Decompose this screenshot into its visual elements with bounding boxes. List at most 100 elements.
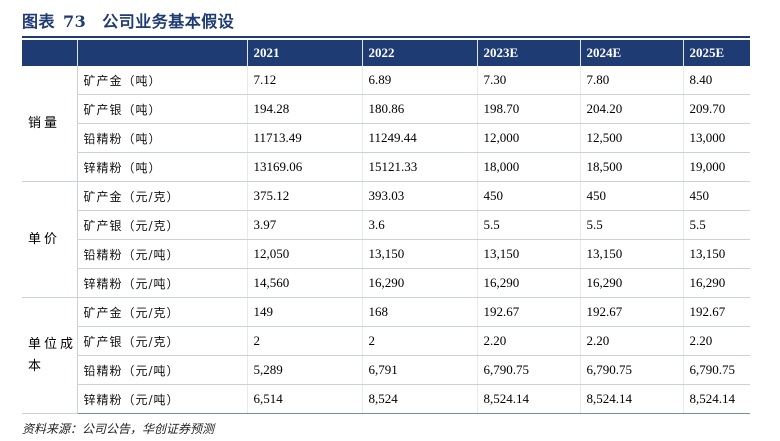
value-cell: 11249.44 — [362, 123, 478, 153]
value-cell: 12,000 — [477, 123, 581, 153]
value-cell: 149 — [247, 297, 363, 327]
header-cell: 2023E — [477, 40, 581, 66]
table-row: 铅精粉（吨） 11713.49 11249.44 12,000 12,500 13,000 — [22, 123, 750, 153]
item-label: 锌精粉（元/吨） — [77, 384, 248, 414]
value-cell: 6,790.75 — [477, 355, 581, 385]
item-label: 矿产银（吨） — [77, 94, 248, 124]
value-cell: 2.20 — [477, 326, 581, 356]
value-cell: 13169.06 — [247, 152, 363, 182]
item-label: 铅精粉（元/吨） — [77, 239, 248, 269]
header-blank — [77, 40, 248, 66]
item-label: 铅精粉（吨） — [77, 123, 248, 153]
item-label: 锌精粉（吨） — [77, 152, 248, 182]
item-label: 矿产银（元/克） — [77, 326, 248, 356]
value-cell: 168 — [362, 297, 478, 327]
value-cell: 8.40 — [683, 66, 750, 95]
header-row: 2021 2022 2023E 2024E 2025E — [22, 40, 750, 66]
table-row: 锌精粉（元/吨） 14,560 16,290 16,290 16,290 16,290 — [22, 268, 750, 298]
value-cell: 6,790.75 — [580, 355, 684, 385]
item-label: 铅精粉（元/吨） — [77, 355, 248, 385]
value-cell: 180.86 — [362, 94, 478, 124]
value-cell: 2.20 — [683, 326, 750, 356]
value-cell: 6,790.75 — [683, 355, 750, 385]
table-row: 矿产银（吨） 194.28 180.86 198.70 204.20 209.70 — [22, 94, 750, 124]
value-cell: 5.5 — [580, 210, 684, 240]
item-label: 矿产银（元/克） — [77, 210, 248, 240]
header-blank — [22, 40, 78, 66]
value-cell: 7.12 — [247, 66, 363, 95]
title-rule — [22, 36, 750, 38]
item-label: 矿产金（元/克） — [77, 297, 248, 327]
item-label: 矿产金（吨） — [77, 66, 248, 95]
table-row: 锌精粉（元/吨） 6,514 8,524 8,524.14 8,524.14 8,524.… — [22, 384, 750, 414]
table-row: 铅精粉（元/吨） 12,050 13,150 13,150 13,150 13,150 — [22, 239, 750, 269]
value-cell: 192.67 — [683, 297, 750, 327]
value-cell: 12,050 — [247, 239, 363, 269]
value-cell: 7.80 — [580, 66, 684, 95]
value-cell: 6,514 — [247, 384, 363, 414]
group-label: 销量 — [22, 66, 78, 182]
value-cell: 7.30 — [477, 66, 581, 95]
value-cell: 393.03 — [362, 181, 478, 211]
header-cell: 2025E — [683, 40, 750, 66]
value-cell: 11713.49 — [247, 123, 363, 153]
group-label: 单位成本 — [22, 297, 78, 414]
value-cell: 194.28 — [247, 94, 363, 124]
table-row: 单位成本 矿产金（元/克） 149 168 192.67 192.67 192.67 — [22, 297, 750, 414]
table-row: 锌精粉（吨） 13169.06 15121.33 18,000 18,500 19,000 — [22, 152, 750, 182]
value-cell: 3.97 — [247, 210, 363, 240]
value-cell: 2 — [362, 326, 478, 356]
value-cell: 2.20 — [580, 326, 684, 356]
value-cell: 13,000 — [683, 123, 750, 153]
table-row: 矿产银（元/克） 3.97 3.6 5.5 5.5 5.5 — [22, 210, 750, 240]
table-row: 销量 矿产金（吨） 7.12 6.89 7.30 7.80 8.40 — [22, 66, 750, 182]
value-cell: 12,500 — [580, 123, 684, 153]
value-cell: 19,000 — [683, 152, 750, 182]
value-cell: 450 — [477, 181, 581, 211]
value-cell: 16,290 — [580, 268, 684, 298]
value-cell: 192.67 — [580, 297, 684, 327]
value-cell: 8,524 — [362, 384, 478, 414]
header-cell: 2024E — [580, 40, 684, 66]
value-cell: 2 — [247, 326, 363, 356]
figure-caption: 公司业务基本假设 — [102, 12, 235, 31]
value-cell: 375.12 — [247, 181, 363, 211]
value-cell: 13,150 — [477, 239, 581, 269]
value-cell: 13,150 — [580, 239, 684, 269]
figure-title: 图表 73 公司业务基本假设 — [22, 11, 234, 33]
header-cell: 2022 — [362, 40, 478, 66]
header-cell: 2021 — [247, 40, 363, 66]
assumptions-table: 2021 2022 2023E 2024E 2025E 销量 矿产金（吨） 7.12… — [22, 40, 750, 414]
value-cell: 8,524.14 — [683, 384, 750, 414]
item-label: 锌精粉（元/吨） — [77, 268, 248, 298]
value-cell: 15121.33 — [362, 152, 478, 182]
value-cell: 192.67 — [477, 297, 581, 327]
value-cell: 204.20 — [580, 94, 684, 124]
value-cell: 6,791 — [362, 355, 478, 385]
source-note: 资料来源：公司公告，华创证券预测 — [22, 422, 215, 436]
table-row: 单价 矿产金（元/克） 375.12 393.03 450 450 450 — [22, 181, 750, 298]
value-cell: 8,524.14 — [477, 384, 581, 414]
value-cell: 450 — [683, 181, 750, 211]
value-cell: 6.89 — [362, 66, 478, 95]
value-cell: 5.5 — [683, 210, 750, 240]
value-cell: 18,500 — [580, 152, 684, 182]
value-cell: 209.70 — [683, 94, 750, 124]
value-cell: 5,289 — [247, 355, 363, 385]
group-label: 单价 — [22, 181, 78, 298]
figure-number: 73 — [63, 12, 87, 31]
value-cell: 198.70 — [477, 94, 581, 124]
value-cell: 8,524.14 — [580, 384, 684, 414]
value-cell: 13,150 — [362, 239, 478, 269]
value-cell: 16,290 — [477, 268, 581, 298]
value-cell: 13,150 — [683, 239, 750, 269]
table-row: 铅精粉（元/吨） 5,289 6,791 6,790.75 6,790.75 6,790.… — [22, 355, 750, 385]
figure-label: 图表 — [22, 12, 56, 31]
item-label: 矿产金（元/克） — [77, 181, 248, 211]
value-cell: 16,290 — [683, 268, 750, 298]
table-row: 矿产银（元/克） 2 2 2.20 2.20 2.20 — [22, 326, 750, 356]
value-cell: 16,290 — [362, 268, 478, 298]
table-body: 销量 矿产金（吨） 7.12 6.89 7.30 7.80 8.40 矿产银（吨） 194.28… — [22, 66, 750, 414]
value-cell: 450 — [580, 181, 684, 211]
value-cell: 3.6 — [362, 210, 478, 240]
